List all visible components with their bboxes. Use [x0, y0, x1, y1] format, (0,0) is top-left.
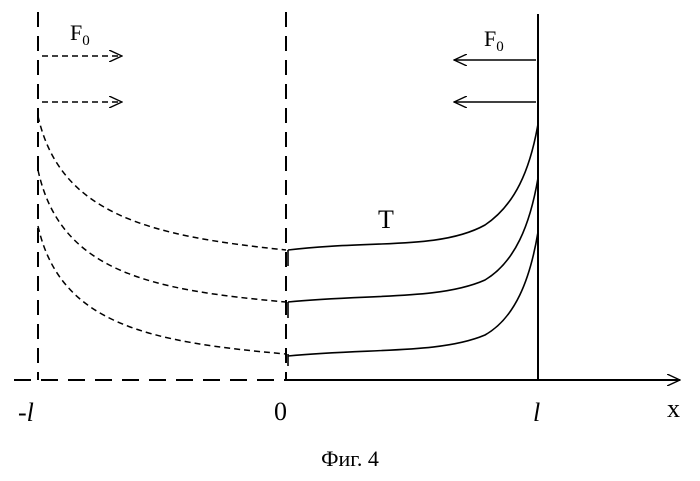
tick-label-zero: 0	[274, 397, 287, 426]
dashed-curve-top	[38, 116, 286, 250]
dashed-curve-middle	[38, 170, 286, 302]
tick-label-minus-l: -l	[18, 398, 34, 427]
figure-caption: Фиг. 4	[321, 446, 379, 471]
curve-label-T: T	[378, 205, 394, 234]
force-label-left: F0	[70, 20, 90, 49]
force-label-right: F0	[484, 26, 504, 55]
tick-label-l: l	[533, 398, 540, 427]
dashed-curve-bottom	[38, 226, 286, 354]
solid-curve-top	[288, 124, 538, 250]
solid-curve-middle	[288, 178, 538, 302]
x-axis-label: x	[667, 394, 680, 423]
